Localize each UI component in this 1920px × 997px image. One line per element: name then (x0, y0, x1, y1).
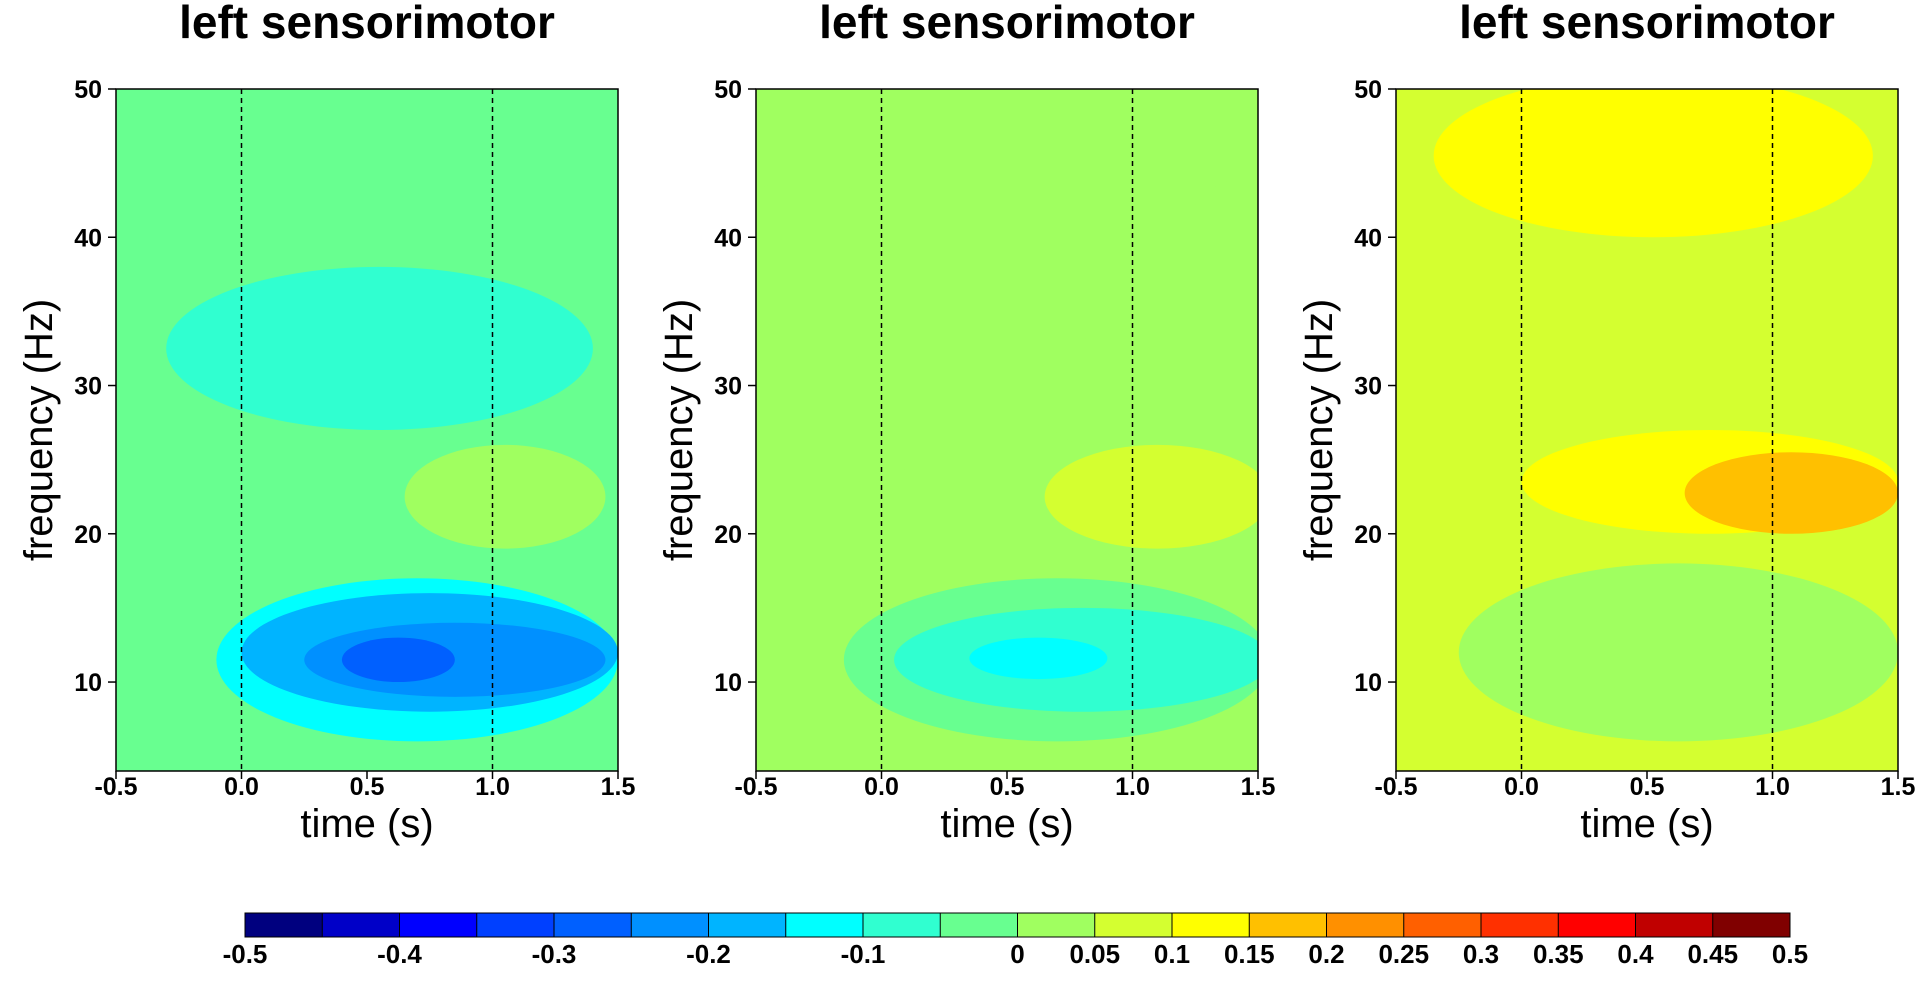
contour-region-1 (1433, 89, 1873, 238)
y-tick-label: 20 (1354, 521, 1382, 549)
x-tick-label: 1.0 (1115, 773, 1150, 801)
panels: -0.5 0.0 0.5 1.0 1.5 10 20 30 40 50 left sensorimo… (17, 0, 1915, 846)
colorbar-swatch-7 (708, 913, 787, 937)
colorbar-tick-label: 0 (1010, 939, 1024, 969)
colorbar-tick-label: 0.1 (1154, 939, 1190, 969)
colorbar-tick-label: 0.5 (1772, 939, 1808, 969)
colorbar-swatch-8 (785, 913, 864, 937)
x-tick-label: 1.5 (601, 773, 636, 801)
colorbar-swatch-9 (863, 913, 941, 937)
colorbar-swatch-4 (476, 913, 555, 937)
x-tick-label: -0.5 (94, 773, 137, 801)
colorbar-swatch-13 (1172, 913, 1250, 937)
colorbar-swatch-10 (940, 913, 1018, 937)
colorbar-swatch-2 (322, 913, 400, 937)
colorbar-tick-label: 0.25 (1378, 939, 1429, 969)
panel-1: -0.5 0.0 0.5 1.0 1.5 10 20 30 40 50 left sensorimo… (17, 0, 635, 846)
y-tick-label: 40 (1354, 224, 1382, 252)
x-tick-label: 1.5 (1881, 773, 1916, 801)
x-axis-label: time (s) (940, 802, 1073, 846)
colorbar-tick-label: 0.35 (1533, 939, 1584, 969)
y-tick-label: 30 (1354, 373, 1382, 401)
y-tick-label: 20 (74, 521, 102, 549)
y-tick-label: 40 (714, 224, 742, 252)
heatmap-contours (166, 266, 618, 742)
x-tick-label: 0.0 (864, 773, 899, 801)
y-tick-label: 10 (1354, 669, 1382, 697)
contour-region-8 (969, 637, 1108, 680)
colorbar-tick-label: 0.15 (1224, 939, 1275, 969)
x-tick-label: 0.5 (990, 773, 1025, 801)
contour-region-6 (341, 637, 455, 683)
panel-title: left sensorimotor (819, 0, 1195, 48)
colorbar-swatch-16 (1403, 913, 1482, 937)
x-tick-label: 1.0 (475, 773, 510, 801)
y-axis-label: frequency (Hz) (17, 299, 61, 561)
contour-region-5 (1044, 444, 1258, 549)
colorbar-swatch-18 (1558, 913, 1636, 937)
x-tick-label: 0.5 (350, 773, 385, 801)
colorbar-tick-label: 0.2 (1308, 939, 1344, 969)
colorbar-swatch-11 (1017, 913, 1096, 937)
colorbar-swatch-6 (631, 913, 709, 937)
y-tick-label: 50 (714, 76, 742, 104)
x-axis-label: time (s) (1580, 802, 1713, 846)
colorbar-tick-label: -0.3 (532, 939, 577, 969)
y-axis-label: frequency (Hz) (1297, 299, 1341, 561)
y-tick-label: 30 (714, 373, 742, 401)
y-tick-label: 40 (74, 224, 102, 252)
panel-title: left sensorimotor (1459, 0, 1835, 48)
panel-2: -0.5 0.0 0.5 1.0 1.5 10 20 30 40 50 left sensorimo… (657, 0, 1276, 846)
x-tick-label: -0.5 (1374, 773, 1417, 801)
colorbar-swatch-15 (1326, 913, 1405, 937)
y-tick-label: 10 (74, 669, 102, 697)
colorbar-frame (244, 912, 1791, 938)
contour-region-2 (404, 444, 606, 549)
contour-region-1 (166, 266, 593, 430)
colorbar-tick-label: -0.2 (686, 939, 731, 969)
contour-region-3 (1032, 326, 1258, 460)
colorbar-swatch-17 (1481, 913, 1559, 937)
colorbar-tick-label: -0.4 (377, 939, 422, 969)
y-tick-label: 50 (1354, 76, 1382, 104)
colorbar-swatch-1 (245, 913, 323, 937)
x-tick-label: 0.5 (1630, 773, 1665, 801)
colorbar-tick-label: 0.05 (1069, 939, 1120, 969)
colorbar-tick-label: 0.3 (1463, 939, 1499, 969)
colorbar-tick-label: -0.1 (841, 939, 886, 969)
x-tick-label: -0.5 (734, 773, 777, 801)
heatmap-contours (1433, 89, 1898, 742)
x-tick-label: 0.0 (224, 773, 259, 801)
colorbar-swatch-3 (399, 913, 478, 937)
colorbar-swatch-19 (1635, 913, 1714, 937)
y-tick-label: 50 (74, 76, 102, 104)
y-tick-label: 20 (714, 521, 742, 549)
colorbar: -0.5 -0.4 -0.3 -0.2 -0.1 0 0.05 0.1 0.15 0.2 0.25 0… (223, 912, 1808, 969)
x-tick-label: 1.0 (1755, 773, 1790, 801)
panel-3: -0.5 0.0 0.5 1.0 1.5 10 20 30 40 50 left sensorimo… (1297, 0, 1915, 846)
x-tick-label: 0.0 (1504, 773, 1539, 801)
contour-region-1 (756, 177, 907, 371)
y-tick-label: 30 (74, 373, 102, 401)
colorbar-swatch-12 (1094, 913, 1173, 937)
panel-title: left sensorimotor (179, 0, 555, 48)
contour-region-3 (1684, 452, 1898, 534)
colorbar-swatch-14 (1249, 913, 1327, 937)
colorbar-swatch-20 (1712, 913, 1791, 937)
x-axis-label: time (s) (300, 802, 433, 846)
x-tick-label: 1.5 (1241, 773, 1276, 801)
contour-region-5 (1546, 607, 1898, 697)
colorbar-tick-label: 0.4 (1617, 939, 1654, 969)
y-tick-label: 10 (714, 669, 742, 697)
colorbar-tick-label: -0.5 (223, 939, 268, 969)
colorbar-tick-label: 0.45 (1687, 939, 1738, 969)
colorbar-swatch-5 (554, 913, 632, 937)
y-axis-label: frequency (Hz) (657, 299, 701, 561)
